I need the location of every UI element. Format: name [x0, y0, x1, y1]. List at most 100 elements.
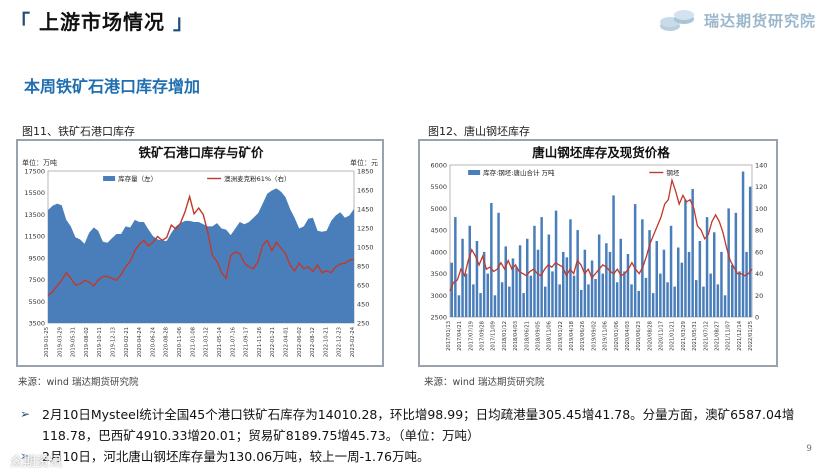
price-line-series	[449, 177, 753, 292]
y-right-tick-label: 60	[755, 248, 763, 256]
inventory-bar	[547, 234, 551, 317]
y-right-tick-label: 1250	[357, 225, 374, 233]
fig12-chart: 唐山钢坯库存及现货价格 2500 3000 3500 4000 4500 5000 5500 6…	[418, 139, 778, 367]
inventory-bar	[633, 204, 637, 317]
inventory-bar	[594, 279, 597, 317]
inventory-bar	[526, 238, 529, 317]
x-tick-label: 2021/01/21	[670, 321, 676, 351]
y-right-tick-label: 140	[755, 162, 767, 170]
tangshan-billet-chart: 唐山钢坯库存及现货价格 2500 3000 3500 4000 4500 5000 5500 6…	[430, 145, 767, 351]
inventory-bar	[497, 212, 500, 317]
arrow-bullet-icon: ➢	[20, 449, 31, 463]
inventory-bar	[583, 249, 587, 317]
inventory-bar	[666, 282, 669, 317]
legend-label-inventory: 库存量（左）	[118, 174, 157, 183]
fig11-caption: 图11、铁矿石港口库存	[22, 125, 135, 138]
inventory-bar	[731, 264, 734, 317]
inventory-bar	[493, 295, 497, 317]
inventory-bar	[734, 212, 738, 317]
inventory-bar	[709, 273, 712, 317]
inventory-bar	[522, 293, 525, 317]
inventory-bar	[472, 284, 475, 317]
inventory-bar	[716, 284, 720, 317]
bullet-1-line-1: 2月10日Mysteel统计全国45个港口铁矿石库存为14010.28，环比增9…	[42, 407, 795, 422]
x-tick-label: 2022-12-23	[337, 327, 343, 357]
x-tick-label: 2020/04/03	[625, 321, 631, 351]
inventory-bar	[479, 293, 482, 317]
y-right-tick-label: 100	[755, 205, 767, 213]
x-tick-label: 2019/01/22	[558, 321, 564, 351]
chart-title: 铁矿石港口库存与矿价	[138, 145, 264, 160]
y-right-tick-label: 0	[755, 314, 759, 322]
inventory-bar	[741, 171, 745, 317]
x-tick-label: 2018/04/03	[513, 321, 519, 351]
x-tick-label: 2020-08-28	[164, 327, 170, 357]
plot-frame	[449, 164, 753, 318]
x-tick-label: 2022-01-21	[270, 327, 276, 357]
inventory-bar	[713, 232, 716, 317]
inventory-bar	[597, 234, 601, 317]
inventory-bar	[544, 286, 547, 317]
x-tick-label: 2019-05-31	[71, 327, 77, 357]
inventory-bar	[680, 262, 684, 317]
x-tick-label: 2021/11/07	[726, 321, 732, 351]
x-tick-label: 2022/01/25	[748, 321, 754, 351]
inventory-bar	[565, 257, 569, 317]
bullet-2-line-1: 2月10日，河北唐山钢坯库存量为130.06万吨，较上一周-1.76万吨。	[42, 449, 430, 464]
bullet-1-line-2: 118.78，巴西矿4910.33增20.01；贸易矿8189.75增45.73…	[42, 428, 480, 443]
chart-title: 唐山钢坯库存及现货价格	[532, 145, 670, 160]
inventory-bar	[587, 284, 590, 317]
y-left-tick-label: 17500	[24, 168, 45, 176]
x-tick-label: 2019/11/06	[603, 321, 609, 351]
y-left-tick-label: 3500	[430, 270, 447, 278]
x-tick-label: 2020/06/23	[636, 321, 642, 351]
y-left-tick-label: 3000	[430, 292, 447, 300]
x-tick-label: 2020-02-21	[124, 327, 130, 357]
y-right-tick-label: 1050	[357, 244, 374, 252]
y-right-tick-label: 20	[755, 292, 763, 300]
y-left-tick-label: 4500	[430, 227, 447, 235]
inventory-bar	[691, 188, 694, 317]
y-right-tick-label: 120	[755, 183, 767, 191]
inventory-bar	[705, 217, 709, 317]
inventory-bar	[511, 258, 515, 317]
inventory-bar	[518, 245, 522, 317]
inventory-bar	[648, 230, 651, 317]
x-tick-label: 2021-03-12	[204, 327, 210, 357]
x-tick-label: 2021/05/31	[692, 321, 698, 351]
x-tick-label: 2020-04-24	[137, 326, 143, 357]
coins-logo-icon	[659, 10, 694, 31]
title-bracket-close: 」	[172, 10, 194, 34]
x-tick-label: 2020/11/17	[659, 321, 665, 351]
inventory-bar	[677, 247, 680, 317]
inventory-bar	[673, 286, 676, 317]
y-left-tick-label: 3500	[28, 320, 45, 328]
y-left-tick-label: 13500	[24, 211, 45, 219]
y-left-tick-label: 11500	[24, 233, 45, 241]
y-left-tick-label: 5500	[430, 183, 447, 191]
inventory-bar	[608, 251, 612, 317]
inventory-bar	[454, 217, 457, 317]
x-tick-label: 2019-12-13	[111, 327, 117, 357]
legend-swatch-inventory	[468, 170, 481, 175]
x-tick-label: 2020-06-24	[150, 326, 156, 357]
y-right-tick-label: 450	[357, 301, 369, 309]
inventory-bar	[533, 225, 536, 317]
x-tick-label: 2021-11-26	[257, 327, 263, 357]
bullet-item: ➢ 2月10日Mysteel统计全国45个港口铁矿石库存为14010.28，环比…	[20, 404, 820, 446]
inventory-bar	[720, 251, 723, 317]
inventory-bar	[569, 219, 572, 317]
legend-label-inventory: 库存:钢坯:唐山合计 万吨	[483, 168, 555, 177]
x-tick-label: 2017/11/09	[491, 321, 497, 351]
x-tick-label: 2019/09/02	[591, 321, 597, 351]
x-tick-label: 2017/04/21	[457, 321, 463, 351]
right-unit-label: 单位：元	[350, 158, 378, 167]
inventory-bar	[486, 273, 489, 317]
bullet-list: ➢ 2月10日Mysteel统计全国45个港口铁矿石库存为14010.28，环比…	[20, 404, 820, 467]
inventory-bar	[500, 282, 504, 317]
inventory-bar	[626, 254, 630, 317]
x-tick-label: 2018/01/12	[502, 321, 508, 351]
y-left-tick-label: 6000	[430, 162, 447, 170]
legend-label-price: 澳洲麦克粉61%（右）	[224, 174, 290, 183]
y-right-tick-label: 650	[357, 282, 369, 290]
